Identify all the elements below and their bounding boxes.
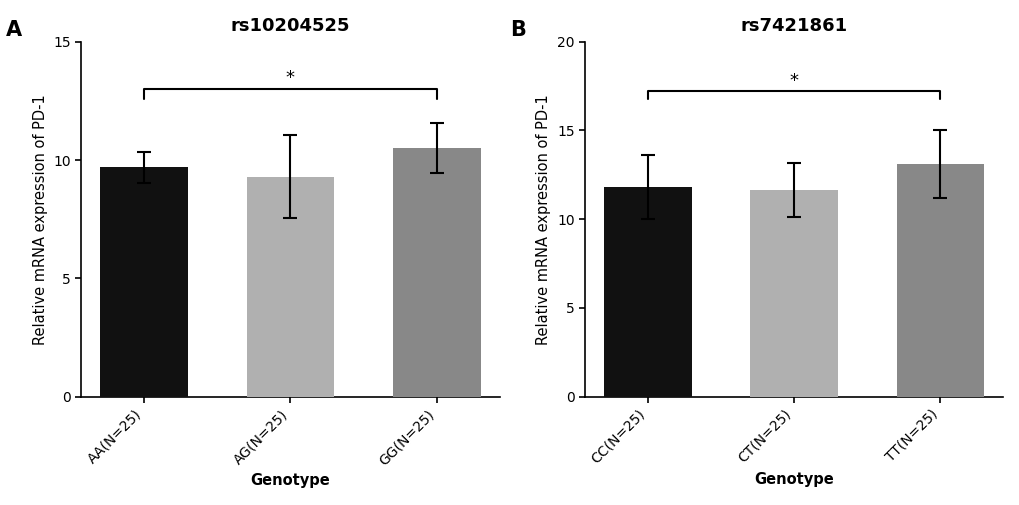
Text: *: * <box>789 72 798 90</box>
Text: B: B <box>510 21 525 40</box>
Bar <box>603 187 691 396</box>
Title: rs10204525: rs10204525 <box>230 17 350 35</box>
Bar <box>247 177 334 396</box>
Bar <box>896 164 983 396</box>
Bar <box>392 148 480 396</box>
X-axis label: Genotype: Genotype <box>251 473 330 488</box>
Text: A: A <box>6 21 22 40</box>
X-axis label: Genotype: Genotype <box>754 472 834 487</box>
Bar <box>750 190 838 396</box>
Title: rs7421861: rs7421861 <box>740 17 847 35</box>
Text: *: * <box>285 69 294 87</box>
Y-axis label: Relative mRNA expression of PD-1: Relative mRNA expression of PD-1 <box>536 94 551 344</box>
Y-axis label: Relative mRNA expression of PD-1: Relative mRNA expression of PD-1 <box>33 94 48 344</box>
Bar <box>100 167 187 396</box>
